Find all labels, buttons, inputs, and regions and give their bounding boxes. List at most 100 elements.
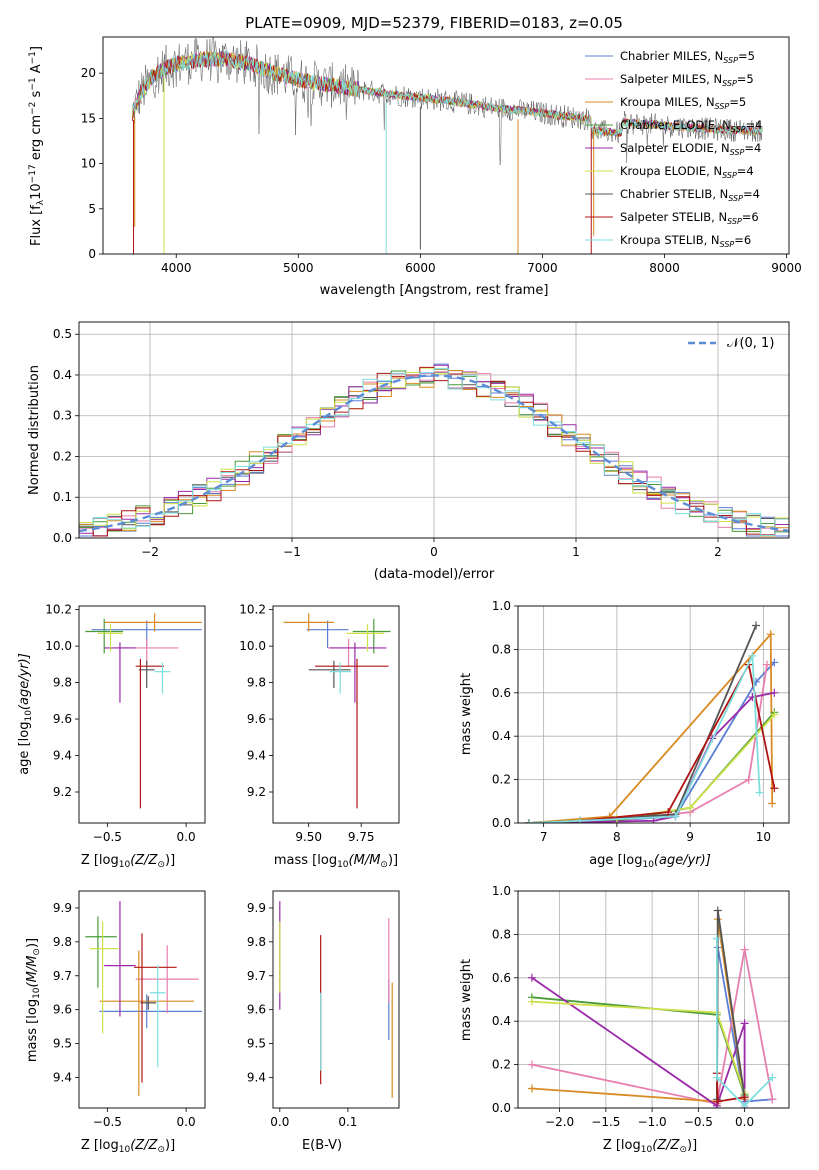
axes-frame — [517, 890, 790, 1109]
y-tick-label: 9.6 — [53, 712, 72, 726]
y-tick-label: 0.8 — [492, 642, 511, 656]
x-tick-label: 9.50 — [295, 830, 322, 844]
x-tick-label: 4000 — [161, 261, 192, 275]
y-tick-label: 9.4 — [247, 749, 266, 763]
mass-weight-marker — [576, 816, 585, 823]
mass-weight-marker — [752, 621, 761, 630]
y-tick-label: 0.2 — [53, 449, 72, 463]
y-tick-label: 9.9 — [247, 901, 266, 915]
mass-weight-vs-Z-ylabel: mass weight — [459, 959, 474, 1041]
legend-label-sub: SSP — [722, 79, 737, 88]
y-tick-label: 0.4 — [492, 729, 511, 743]
y-tick-label: 9.8 — [247, 676, 266, 690]
x-tick-label: 9000 — [771, 261, 802, 275]
mass-weight-marker — [768, 1095, 777, 1104]
y-tick-label: 0.3 — [53, 409, 72, 423]
y-tick-label: 9.5 — [247, 1037, 266, 1051]
legend-label-tail: =5 — [737, 72, 754, 86]
x-tick-label: −0.5 — [93, 830, 122, 844]
y-tick-label: 20 — [81, 66, 96, 80]
mass-weight-marker — [713, 1097, 722, 1106]
age-vs-Z-ylabel: age [log10(age/yr)] — [17, 653, 34, 775]
x-tick-label: −1.5 — [591, 1115, 620, 1129]
legend-label-main: Kroupa ELODIE, N — [620, 164, 722, 178]
y-tick-label: 1.0 — [492, 884, 511, 898]
x-tick-label: 0.0 — [735, 1115, 754, 1129]
legend-label-main: Chabrier ELODIE, N — [620, 118, 731, 132]
mass-weight-vs-age-xlabel: age [log10(age/yr)] — [589, 853, 711, 870]
legend-label-main: Chabrier STELIB, N — [620, 187, 728, 201]
y-tick-label: 10.2 — [45, 603, 72, 617]
axes-frame — [78, 890, 206, 1109]
x-tick-label: 0 — [430, 545, 438, 559]
y-tick-label: 9.6 — [53, 1003, 72, 1017]
reference-legend-label: 𝒩(0, 1) — [727, 336, 774, 351]
legend-label-5: Kroupa ELODIE, NSSP=4 — [620, 164, 754, 180]
y-tick-label: 15 — [81, 111, 96, 125]
mass-weight-line-8 — [716, 938, 774, 1108]
legend-label-tail: =5 — [738, 49, 755, 63]
mass-vs-Z-xlabel: Z [log10(Z/Z⊙)] — [81, 1138, 175, 1155]
x-tick-label: 0.0 — [177, 1115, 196, 1129]
age-vs-mass-xlabel: mass [log10(M/M⊙)] — [274, 853, 398, 870]
y-tick-label: 0.0 — [492, 816, 511, 830]
legend-label-sub: SSP — [723, 56, 738, 65]
spectrum-xlabel: wavelength [Angstrom, rest frame] — [320, 283, 549, 298]
mass-weight-vs-Z-xlabel: Z [log10(Z/Z⊙)] — [603, 1138, 697, 1155]
legend-label-4: Salpeter ELODIE, NSSP=4 — [620, 141, 761, 157]
legend-label-main: Kroupa STELIB, N — [620, 233, 720, 247]
y-tick-label: 10 — [81, 157, 96, 171]
legend-label-2: Kroupa MILES, NSSP=5 — [620, 95, 746, 111]
mass-weight-marker — [527, 1084, 536, 1093]
y-tick-label: 0.0 — [492, 1101, 511, 1115]
mass-weight-marker — [763, 660, 772, 669]
x-tick-label: 2 — [714, 545, 722, 559]
legend-label-tail: =4 — [743, 187, 760, 201]
legend-label-main: Kroupa MILES, N — [620, 95, 715, 109]
y-tick-label: 0 — [88, 247, 96, 261]
y-tick-label: 9.8 — [53, 935, 72, 949]
mass-vs-EBV-xlabel: E(B-V) — [302, 1138, 342, 1153]
y-tick-label: 0.0 — [53, 531, 72, 545]
y-tick-label: 0.8 — [492, 927, 511, 941]
legend-label-6: Chabrier STELIB, NSSP=4 — [620, 187, 760, 203]
mass-weight-marker — [713, 906, 722, 915]
y-tick-label: 9.8 — [247, 935, 266, 949]
residuals-panel: −2 −1 0 1 2 0.0 0.1 0.2 0.3 0.4 0.5 — [53, 321, 790, 559]
x-tick-label: 9.75 — [348, 830, 375, 844]
mass-weight-marker — [740, 945, 749, 954]
x-tick-label: −1 — [283, 545, 301, 559]
age-vs-Z-panel: −0.5 0.0 9.2 9.4 9.6 9.8 10.0 10.2 — [45, 603, 206, 844]
mass-weight-marker — [740, 1101, 749, 1108]
axes-frame — [78, 321, 790, 539]
mass-weight-marker — [664, 808, 673, 817]
y-tick-label: 9.4 — [53, 1070, 72, 1084]
legend-label-tail: =5 — [729, 95, 746, 109]
mass-weight-marker — [768, 799, 777, 808]
y-tick-label: 0.4 — [492, 1014, 511, 1028]
spectrum-line-5 — [131, 51, 763, 137]
mass-vs-EBV-panel: 0.0 0.1 9.4 9.5 9.6 9.7 9.8 9.9 — [247, 890, 400, 1129]
mass-weight-marker — [712, 934, 721, 943]
x-tick-label: 9 — [686, 830, 694, 844]
y-tick-label: 9.5 — [53, 1037, 72, 1051]
y-tick-label: 0.6 — [492, 686, 511, 700]
mass-weight-marker — [770, 688, 779, 697]
mass-weight-marker — [686, 803, 695, 812]
normal-reference-curve — [79, 374, 789, 533]
x-tick-label: 1 — [572, 545, 580, 559]
x-tick-label: −2 — [141, 545, 159, 559]
mass-weight-marker — [766, 630, 775, 639]
axes-frame — [272, 605, 400, 824]
x-tick-label: 8000 — [649, 261, 680, 275]
x-tick-label: −0.5 — [93, 1115, 122, 1129]
legend-label-main: Chabrier MILES, N — [620, 49, 723, 63]
y-tick-label: 1.0 — [492, 599, 511, 613]
residuals-ylabel: Normed distribution — [27, 365, 42, 495]
histogram-8 — [79, 368, 789, 536]
y-tick-label: 9.2 — [53, 785, 72, 799]
histogram-7 — [79, 366, 789, 537]
axes-frame — [517, 605, 790, 824]
legend-label-tail: =6 — [742, 210, 759, 224]
y-tick-label: 0.4 — [53, 368, 72, 382]
